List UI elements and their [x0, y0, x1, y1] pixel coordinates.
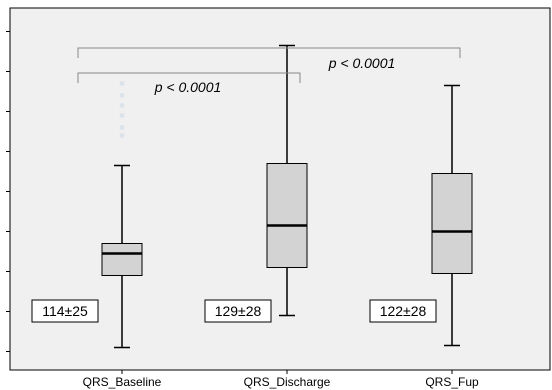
significance-brackets: p < 0.0001 p < 0.0001: [77, 47, 461, 95]
outlier-point: [119, 133, 125, 138]
x-axis-labels: QRS_Baseline QRS_Discharge QRS_Fup: [83, 370, 479, 389]
box-QRS_Discharge: [266, 44, 308, 317]
outlier-point: [119, 113, 125, 118]
iqr-box: [266, 163, 308, 268]
iqr-box: [431, 173, 473, 274]
x-tick-label: QRS_Baseline: [83, 375, 162, 389]
p-value-bracket: [77, 72, 301, 83]
summary-labels: 114±25 129±28 122±28: [31, 299, 437, 323]
x-tick-label: QRS_Discharge: [244, 375, 331, 389]
box-QRS_Baseline: [101, 81, 143, 349]
box-series: [101, 44, 473, 349]
box-QRS_Fup: [431, 84, 473, 347]
summary-box: [31, 299, 99, 323]
outlier-point: [119, 93, 125, 98]
summary-box: [369, 299, 437, 323]
p-value-label: p < 0.0001: [328, 55, 396, 71]
iqr-box: [101, 243, 143, 276]
summary-label: 122±28: [380, 303, 427, 319]
summary-label: 129±28: [215, 303, 262, 319]
x-tick-label: QRS_Fup: [425, 375, 479, 389]
summary-box: [204, 299, 272, 323]
outlier-point: [119, 103, 125, 108]
p-value-label: p < 0.0001: [154, 79, 222, 95]
p-value-bracket: [77, 47, 461, 58]
outlier-point: [119, 125, 125, 130]
summary-label: 114±25: [42, 303, 88, 319]
y-axis: [6, 31, 10, 352]
outlier-point: [119, 81, 125, 86]
